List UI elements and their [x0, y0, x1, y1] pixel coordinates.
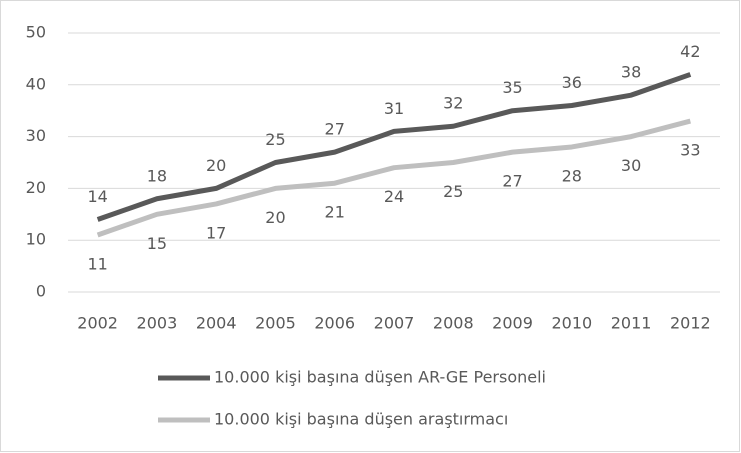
data-label: 11 [87, 255, 107, 274]
legend-label: 10.000 kişi başına düşen AR-GE Personeli [214, 368, 546, 387]
data-label: 15 [147, 234, 167, 253]
data-label: 35 [502, 78, 522, 97]
x-tick-label: 2006 [314, 314, 355, 333]
x-tick-label: 2003 [137, 314, 178, 333]
x-tick-label: 2010 [551, 314, 592, 333]
data-label: 27 [502, 172, 522, 191]
data-label: 17 [206, 223, 226, 242]
data-label: 32 [443, 94, 463, 113]
x-tick-label: 2012 [670, 314, 711, 333]
data-label: 27 [325, 120, 345, 139]
data-label: 21 [325, 203, 345, 222]
y-tick-label: 50 [26, 23, 46, 42]
data-label: 28 [562, 166, 582, 185]
data-label: 25 [265, 130, 285, 149]
y-tick-label: 40 [26, 74, 46, 93]
x-tick-label: 2009 [492, 314, 533, 333]
legend-label: 10.000 kişi başına düşen araştırmacı [214, 410, 508, 429]
y-tick-label: 20 [26, 178, 46, 197]
x-tick-label: 2007 [374, 314, 415, 333]
data-label: 38 [621, 63, 641, 82]
data-label: 33 [680, 141, 700, 160]
y-tick-label: 0 [36, 282, 46, 301]
series-line [96, 118, 691, 238]
data-label: 24 [384, 187, 404, 206]
y-tick-label: 30 [26, 126, 46, 145]
data-label: 36 [562, 73, 582, 92]
x-tick-label: 2002 [77, 314, 118, 333]
data-label: 14 [87, 187, 107, 206]
data-label: 31 [384, 99, 404, 118]
x-tick-label: 2004 [196, 314, 237, 333]
data-label: 18 [147, 166, 167, 185]
data-label: 30 [621, 156, 641, 175]
data-label: 20 [206, 156, 226, 175]
x-tick-label: 2011 [611, 314, 652, 333]
data-label: 25 [443, 182, 463, 201]
y-tick-label: 10 [26, 230, 46, 249]
x-tick-label: 2005 [255, 314, 296, 333]
series-line [96, 72, 692, 222]
data-label: 20 [265, 208, 285, 227]
x-tick-label: 2008 [433, 314, 474, 333]
data-label: 42 [680, 42, 700, 61]
